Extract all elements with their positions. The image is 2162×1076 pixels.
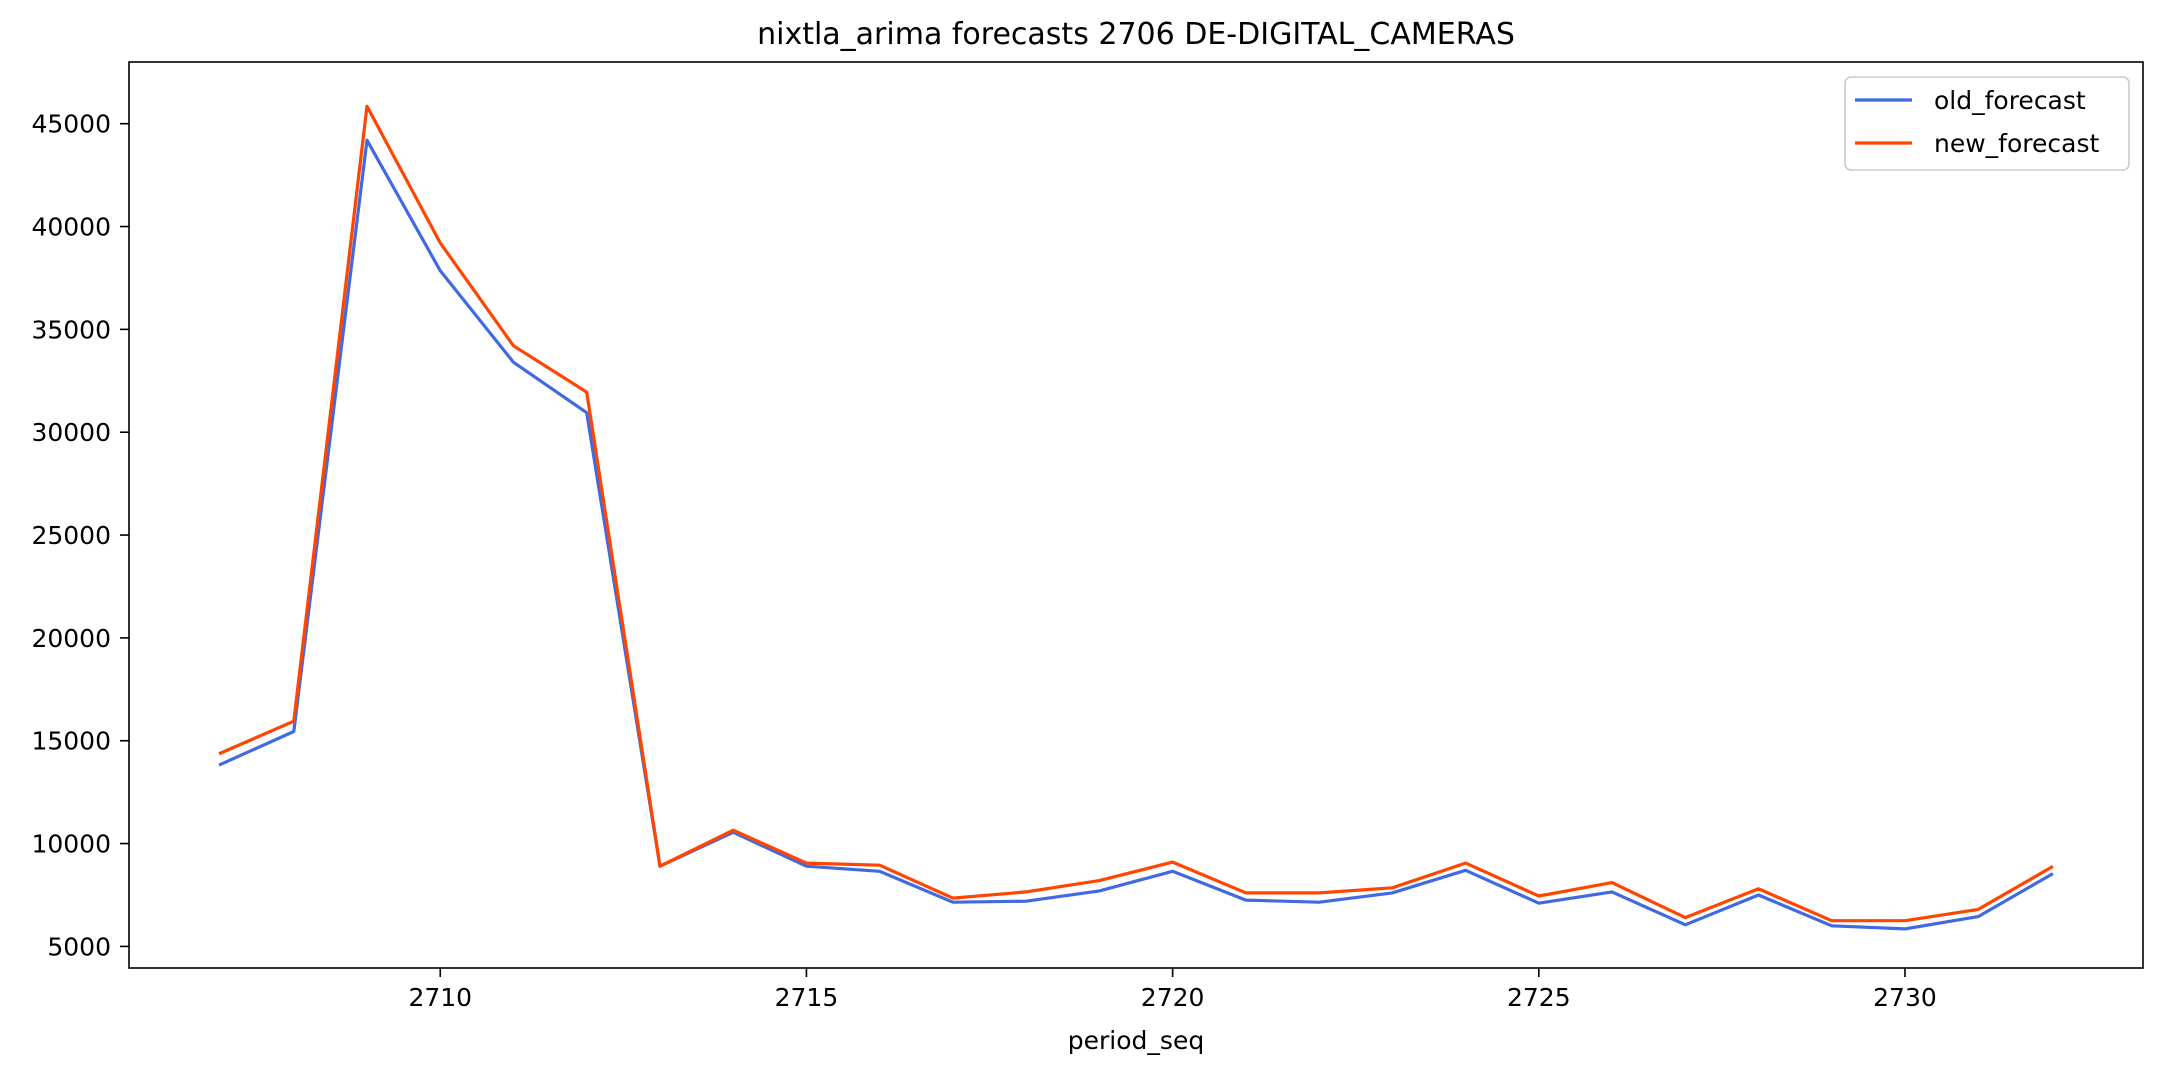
y-tick-label: 35000 (31, 315, 111, 344)
x-tick-label: 2720 (1141, 983, 1205, 1012)
series-layer (218, 104, 2054, 931)
x-tick-label: 2730 (1873, 983, 1937, 1012)
plot-area: 2710 2715 2720 2725 2730 5000 10000 15000 20000… (31, 61, 2144, 1012)
x-tick-label: 2725 (1507, 983, 1571, 1012)
legend-label-old_forecast: old_forecast (1934, 86, 2086, 115)
x-axis-ticks: 2710 2715 2720 2725 2730 (408, 968, 1937, 1012)
y-tick-label: 25000 (31, 521, 111, 550)
y-axis-ticks: 5000 10000 15000 20000 25000 30000 35000 40000 4… (31, 110, 129, 961)
axes-frame (128, 61, 2144, 969)
y-tick-label: 40000 (31, 213, 111, 242)
y-tick-label: 45000 (31, 110, 111, 139)
y-tick-label: 30000 (31, 418, 111, 447)
chart-title: nixtla_arima forecasts 2706 DE-DIGITAL_C… (757, 17, 1515, 52)
legend: old_forecast new_forecast (1844, 76, 2130, 171)
x-axis-title: period_seq (1068, 1026, 1204, 1055)
series-line-new_forecast (218, 104, 2054, 923)
legend-label-new_forecast: new_forecast (1934, 129, 2099, 158)
y-tick-label: 5000 (47, 932, 111, 961)
y-tick-label: 20000 (31, 624, 111, 653)
y-tick-label: 15000 (31, 727, 111, 756)
series-line-old_forecast (218, 138, 2054, 931)
x-tick-label: 2710 (408, 983, 472, 1012)
y-tick-label: 10000 (31, 830, 111, 859)
x-tick-label: 2715 (775, 983, 839, 1012)
legend-box (1844, 76, 2130, 171)
